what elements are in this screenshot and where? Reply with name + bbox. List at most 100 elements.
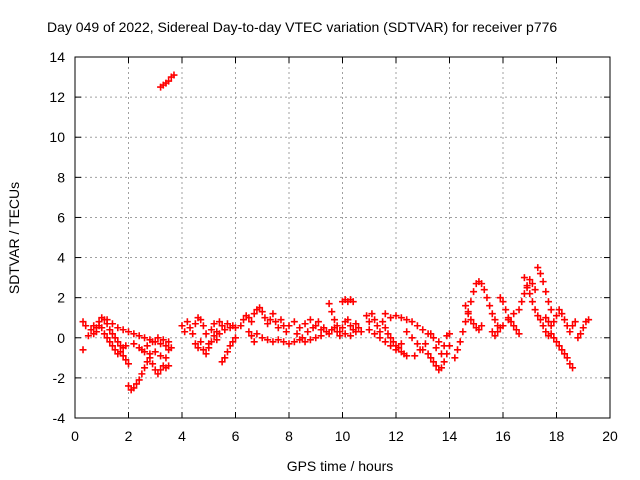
data-point [504, 316, 512, 324]
data-point [157, 352, 165, 360]
data-point [108, 342, 116, 350]
data-point [371, 330, 379, 338]
data-point [122, 342, 130, 350]
data-point [429, 334, 437, 342]
data-point [165, 338, 173, 346]
data-point [274, 336, 282, 344]
data-point [248, 332, 256, 340]
data-point [376, 328, 384, 336]
x-axis-label: GPS time / hours [287, 458, 394, 474]
data-point [478, 322, 486, 330]
data-point [352, 328, 360, 336]
data-point [223, 320, 231, 328]
data-point [381, 324, 389, 332]
data-point [191, 320, 199, 328]
data-point [154, 334, 162, 342]
data-point [371, 316, 379, 324]
data-point [237, 322, 245, 330]
data-point [413, 340, 421, 348]
data-point [266, 316, 274, 324]
data-point [365, 326, 373, 334]
data-point [264, 336, 272, 344]
x-tick-label: 4 [178, 428, 186, 444]
data-point [392, 312, 400, 320]
data-point [250, 310, 258, 318]
data-point [114, 324, 122, 332]
data-point [558, 310, 566, 318]
y-tick-label: 4 [57, 250, 65, 266]
data-point [130, 330, 138, 338]
data-point [256, 304, 264, 312]
data-point [539, 322, 547, 330]
x-tick-label: 6 [232, 428, 240, 444]
data-point [464, 310, 472, 318]
data-point [125, 328, 132, 336]
data-point [518, 298, 526, 306]
data-point [555, 342, 563, 350]
x-tick-label: 18 [549, 428, 565, 444]
data-point [550, 334, 558, 342]
data-point [437, 364, 445, 372]
data-point [467, 316, 475, 324]
y-tick-label: 14 [49, 49, 65, 65]
y-tick-label: 10 [49, 129, 65, 145]
data-point [421, 340, 429, 348]
data-point [202, 350, 210, 358]
data-point [264, 320, 272, 328]
chart-title: Day 049 of 2022, Sidereal Day-to-day VTE… [47, 19, 557, 35]
data-point [486, 302, 494, 310]
data-point [301, 338, 309, 346]
data-point [569, 322, 577, 330]
data-point [526, 276, 534, 284]
data-point [269, 338, 277, 346]
data-point [526, 290, 534, 298]
data-point [282, 328, 290, 336]
data-point [536, 270, 544, 278]
data-point [381, 338, 389, 346]
data-point [435, 338, 443, 346]
data-point [210, 320, 218, 328]
data-point [539, 278, 547, 286]
y-tick-label: -4 [53, 410, 66, 426]
x-tick-label: 8 [285, 428, 293, 444]
data-point [403, 352, 411, 360]
data-point [456, 338, 464, 346]
data-point [347, 322, 355, 330]
data-point [566, 328, 574, 336]
data-point [403, 328, 411, 336]
data-point [314, 318, 322, 326]
data-point [130, 340, 138, 348]
data-point [467, 298, 475, 306]
data-point [437, 350, 445, 358]
data-point [103, 316, 111, 324]
data-point [330, 316, 338, 324]
data-point [355, 324, 363, 332]
data-point [432, 362, 440, 370]
data-point [462, 302, 470, 310]
data-point [317, 332, 325, 340]
data-point [186, 324, 194, 332]
data-point [376, 334, 384, 342]
data-point [397, 340, 405, 348]
data-point [446, 330, 453, 338]
data-point [328, 308, 336, 316]
data-point [138, 346, 146, 354]
data-point [248, 318, 256, 326]
data-point [470, 288, 478, 296]
data-point [411, 352, 419, 360]
data-point [149, 338, 157, 346]
data-point [408, 334, 416, 342]
data-point [531, 306, 539, 314]
data-point [528, 298, 536, 306]
data-point [135, 332, 143, 340]
data-point [296, 324, 304, 332]
data-point [181, 328, 189, 336]
data-point [100, 330, 108, 338]
data-point [333, 328, 341, 336]
data-point [258, 308, 266, 316]
data-point [122, 356, 130, 364]
data-point [419, 326, 427, 334]
data-point [197, 338, 205, 346]
data-point [191, 340, 199, 348]
data-point [202, 330, 210, 338]
